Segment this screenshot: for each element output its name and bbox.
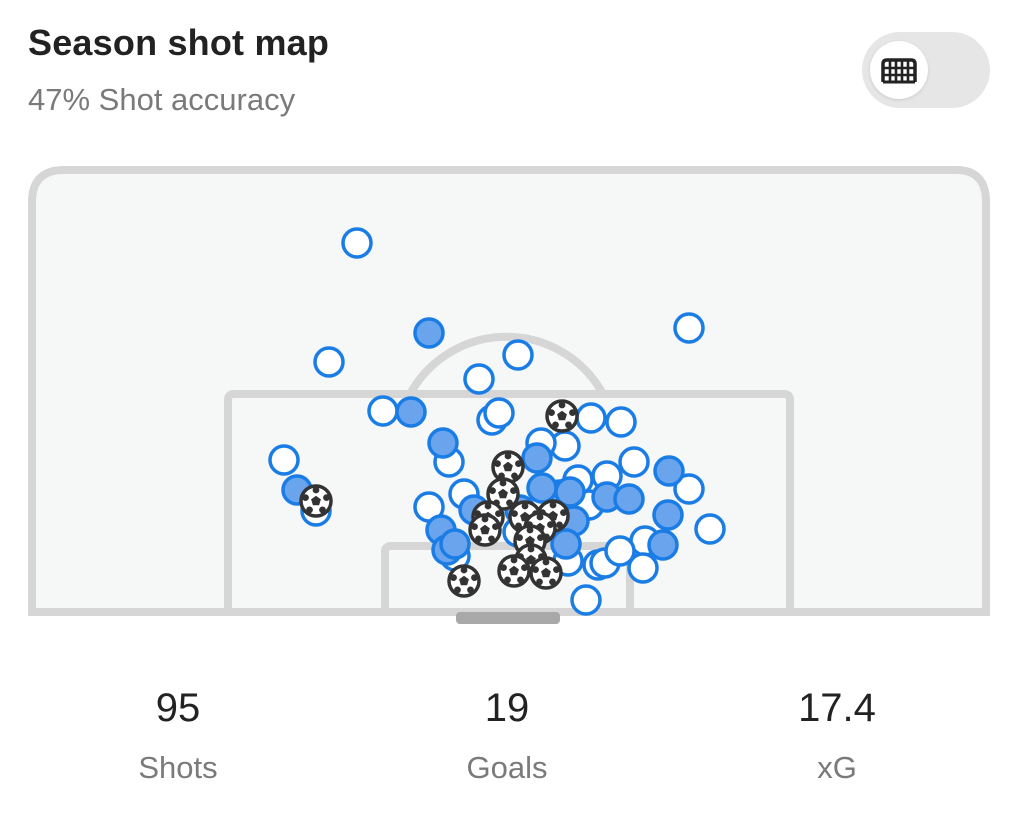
on-target-shot-marker (439, 528, 471, 560)
pitch-markings (406, 332, 607, 396)
goal-shot-marker (491, 450, 525, 484)
on-target-shot-marker (413, 317, 445, 349)
goal-net-icon (881, 58, 917, 84)
stat-shots-label: Shots (138, 750, 218, 785)
on-target-shot-marker (427, 427, 459, 459)
goal-shot-marker (497, 554, 531, 588)
stat-shots-value: 95 (155, 686, 201, 730)
stat-goals-label: Goals (466, 750, 548, 785)
missed-shot-marker (694, 513, 726, 545)
toggle-knob[interactable] (870, 41, 928, 99)
shot-map-pitch (28, 166, 990, 624)
stat-xg-label: xG (817, 750, 857, 785)
missed-shot-marker (673, 473, 705, 505)
on-target-shot-marker (526, 472, 558, 504)
goal-shot-marker (529, 556, 563, 590)
missed-shot-marker (673, 312, 705, 344)
missed-shot-marker (570, 584, 602, 616)
stat-xg-value: 17.4 (798, 686, 876, 730)
stat-shots: 95 Shots (78, 686, 278, 786)
missed-shot-marker (341, 227, 373, 259)
goal-shot-marker (545, 399, 579, 433)
on-target-shot-marker (613, 483, 645, 515)
missed-shot-marker (575, 402, 607, 434)
on-target-shot-marker (652, 499, 684, 531)
penalty-arc (406, 332, 607, 396)
goal-shot-marker (468, 513, 502, 547)
page-title: Season shot map (28, 22, 330, 63)
goal-shot-marker (486, 477, 520, 511)
missed-shot-marker (463, 363, 495, 395)
missed-shot-marker (627, 552, 659, 584)
missed-shot-marker (313, 346, 345, 378)
on-target-shot-marker (395, 396, 427, 428)
missed-shot-marker (618, 446, 650, 478)
stat-xg: 17.4 xG (737, 686, 937, 786)
shot-accuracy-subtitle: 47% Shot accuracy (28, 82, 296, 117)
stat-goals: 19 Goals (407, 686, 607, 786)
shots-layer (268, 227, 726, 616)
goal-shot-marker (447, 564, 481, 598)
missed-shot-marker (367, 395, 399, 427)
on-target-shot-marker (521, 442, 553, 474)
on-target-shot-marker (653, 455, 685, 487)
on-target-shot-marker (647, 529, 679, 561)
missed-shot-marker (268, 444, 300, 476)
goal-mouth (456, 612, 560, 624)
shot-map (28, 166, 990, 624)
view-toggle[interactable] (862, 32, 990, 108)
missed-shot-marker (502, 339, 534, 371)
missed-shot-marker (483, 397, 515, 429)
on-target-shot-marker (550, 528, 582, 560)
penalty-box (224, 390, 794, 612)
missed-shot-marker (604, 535, 636, 567)
goal-shot-marker (299, 484, 333, 518)
missed-shot-marker (605, 406, 637, 438)
stat-goals-value: 19 (484, 686, 530, 730)
